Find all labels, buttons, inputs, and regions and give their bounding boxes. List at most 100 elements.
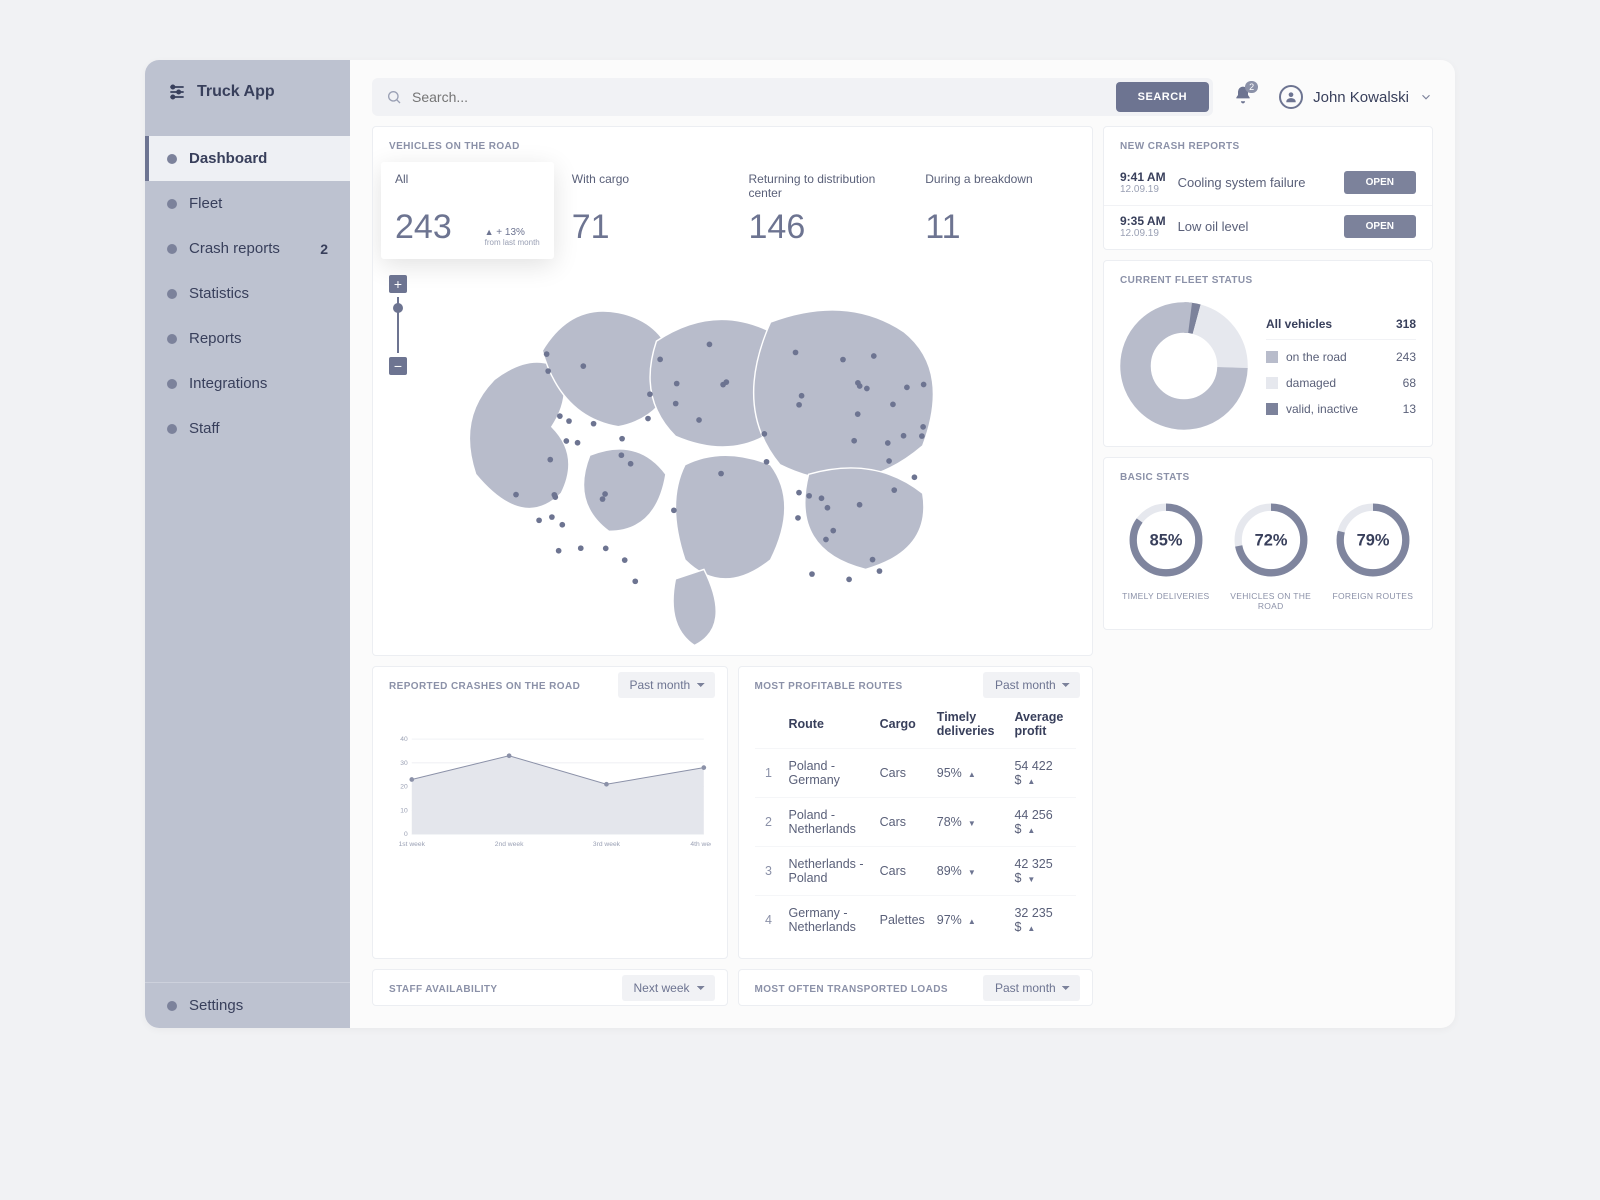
svg-text:1st week: 1st week: [399, 841, 426, 848]
tile-label: Returning to distribution center: [749, 172, 894, 200]
legend-total-label: All vehicles: [1266, 317, 1332, 331]
stat-ring: 85% TIMELY DELIVERIES: [1122, 499, 1209, 611]
period-select[interactable]: Past month: [983, 975, 1080, 1001]
table-row[interactable]: 3Netherlands - PolandCars89%42 325 $: [755, 847, 1077, 896]
ring-label: TIMELY DELIVERIES: [1122, 591, 1209, 601]
legend-row: on the road243: [1266, 344, 1416, 370]
dot-icon: [167, 289, 177, 299]
loads-card: MOST OFTEN TRANSPORTED LOADS Past month: [738, 969, 1094, 1006]
stat-ring: 72% VEHICLES ON THE ROAD: [1226, 499, 1316, 611]
zoom-out-button[interactable]: −: [389, 357, 407, 375]
crash-msg: Low oil level: [1178, 219, 1332, 234]
col-header: Cargo: [874, 702, 931, 749]
trend: ▲ + 13%from last month: [485, 227, 540, 247]
map-zoom: + −: [389, 275, 407, 375]
col-header: Route: [783, 702, 874, 749]
svg-text:72%: 72%: [1254, 531, 1287, 549]
open-button[interactable]: OPEN: [1344, 215, 1416, 238]
crash-date: 12.09.19: [1120, 228, 1166, 239]
period-select[interactable]: Past month: [618, 672, 715, 698]
svg-text:4th week: 4th week: [690, 841, 710, 848]
svg-text:3rd week: 3rd week: [593, 841, 621, 848]
user-menu[interactable]: John Kowalski: [1279, 85, 1433, 109]
crash-time: 9:35 AM: [1120, 214, 1166, 228]
card-title: CURRENT FLEET STATUS: [1104, 261, 1432, 296]
table-row[interactable]: 2Poland - NetherlandsCars78%44 256 $: [755, 798, 1077, 847]
dot-icon: [167, 334, 177, 344]
vehicle-tile[interactable]: All 243 ▲ + 13%from last month: [381, 162, 554, 259]
stat-ring: 79%FOREIGN ROUTES: [1332, 499, 1414, 611]
tile-label: With cargo: [572, 172, 717, 200]
nav: Dashboard Fleet Crash reports2Statistics Re…: [145, 136, 350, 451]
avatar-icon: [1279, 85, 1303, 109]
crash-date: 12.09.19: [1120, 184, 1166, 195]
search-button[interactable]: SEARCH: [1116, 82, 1209, 112]
svg-text:0: 0: [404, 831, 408, 838]
routes-table: RouteCargoTimely deliveriesAverage profi…: [755, 702, 1077, 944]
card-title: STAFF AVAILABILITY: [373, 970, 513, 1005]
svg-text:10: 10: [400, 807, 408, 814]
search-input[interactable]: [402, 89, 1112, 105]
logo: Truck App: [145, 82, 350, 136]
map[interactable]: [373, 227, 1092, 655]
card-title: VEHICLES ON THE ROAD: [373, 127, 1092, 162]
tile-label: All: [395, 172, 540, 200]
fleet-legend: All vehicles318on the road243damaged68va…: [1266, 311, 1416, 422]
sidebar-item-integrations[interactable]: Integrations: [145, 361, 350, 406]
svg-text:20: 20: [400, 784, 408, 791]
brand-name: Truck App: [197, 83, 275, 101]
fleet-status-card: CURRENT FLEET STATUS All vehicles 318 on t…: [1103, 260, 1433, 447]
staff-card: STAFF AVAILABILITY Next week: [372, 969, 728, 1006]
ring-label: VEHICLES ON THE ROAD: [1226, 591, 1316, 611]
dot-icon: [167, 154, 177, 164]
crashes-chart-card: REPORTED CRASHES ON THE ROAD Past month …: [372, 666, 728, 959]
svg-text:2nd week: 2nd week: [495, 841, 524, 848]
nav-label: Staff: [189, 420, 220, 437]
open-button[interactable]: OPEN: [1344, 171, 1416, 194]
col-header: Timely deliveries: [931, 702, 1009, 749]
vehicles-on-road-card: VEHICLES ON THE ROAD All 243 ▲ + 13%from l…: [372, 126, 1093, 656]
card-title: MOST PROFITABLE ROUTES: [739, 667, 919, 702]
svg-text:85%: 85%: [1149, 531, 1182, 549]
card-title: BASIC STATS: [1104, 458, 1432, 493]
period-select[interactable]: Past month: [983, 672, 1080, 698]
zoom-slider[interactable]: [397, 297, 399, 353]
nav-label: Fleet: [189, 195, 222, 212]
card-title: REPORTED CRASHES ON THE ROAD: [373, 667, 596, 702]
ring-label: FOREIGN ROUTES: [1333, 591, 1414, 601]
sidebar-item-reports[interactable]: Reports: [145, 316, 350, 361]
dot-icon: [167, 199, 177, 209]
sidebar: Truck App DashboardFleetCrash reports2St…: [145, 60, 350, 1028]
crash-row: 9:41 AM12.09.19 Cooling system failure OPE…: [1104, 162, 1432, 205]
crash-msg: Cooling system failure: [1178, 175, 1332, 190]
topbar: SEARCH 2 John Kowalski: [372, 78, 1433, 116]
legend-total: 318: [1396, 317, 1416, 331]
search-box: SEARCH: [372, 78, 1213, 116]
tile-label: During a breakdown: [925, 172, 1070, 200]
tile-value: 243: [395, 208, 452, 247]
table-row[interactable]: 1Poland - GermanyCars95%54 422 $: [755, 749, 1077, 798]
nav-label: Reports: [189, 330, 242, 347]
search-icon: [386, 89, 402, 105]
nav-label: Crash reports: [189, 240, 280, 257]
sidebar-item-statistics[interactable]: Statistics: [145, 271, 350, 316]
sidebar-item-crash-reports[interactable]: Crash reports2: [145, 226, 350, 271]
zoom-in-button[interactable]: +: [389, 275, 407, 293]
table-row[interactable]: 4Germany - NetherlandsPalettes97%32 235 …: [755, 896, 1077, 945]
card-title: MOST OFTEN TRANSPORTED LOADS: [739, 970, 964, 1005]
sidebar-item-staff[interactable]: Staff: [145, 406, 350, 451]
sidebar-item-fleet[interactable]: Fleet: [145, 181, 350, 226]
basic-stats-card: BASIC STATS 85% TIMELY DELIVERIES 72% VEHIC…: [1103, 457, 1433, 630]
dot-icon: [167, 244, 177, 254]
svg-text:40: 40: [400, 736, 408, 743]
sidebar-item-settings[interactable]: Settings: [145, 983, 350, 1028]
period-select[interactable]: Next week: [622, 975, 715, 1001]
legend-row: valid, inactive13: [1266, 396, 1416, 422]
nav-label: Dashboard: [189, 150, 267, 167]
fleet-donut: [1120, 302, 1248, 430]
nav-label: Settings: [189, 997, 243, 1014]
sidebar-item-dashboard[interactable]: Dashboard: [145, 136, 350, 181]
crash-time: 9:41 AM: [1120, 170, 1166, 184]
logo-icon: [167, 82, 187, 102]
notifications-button[interactable]: 2: [1233, 85, 1253, 110]
